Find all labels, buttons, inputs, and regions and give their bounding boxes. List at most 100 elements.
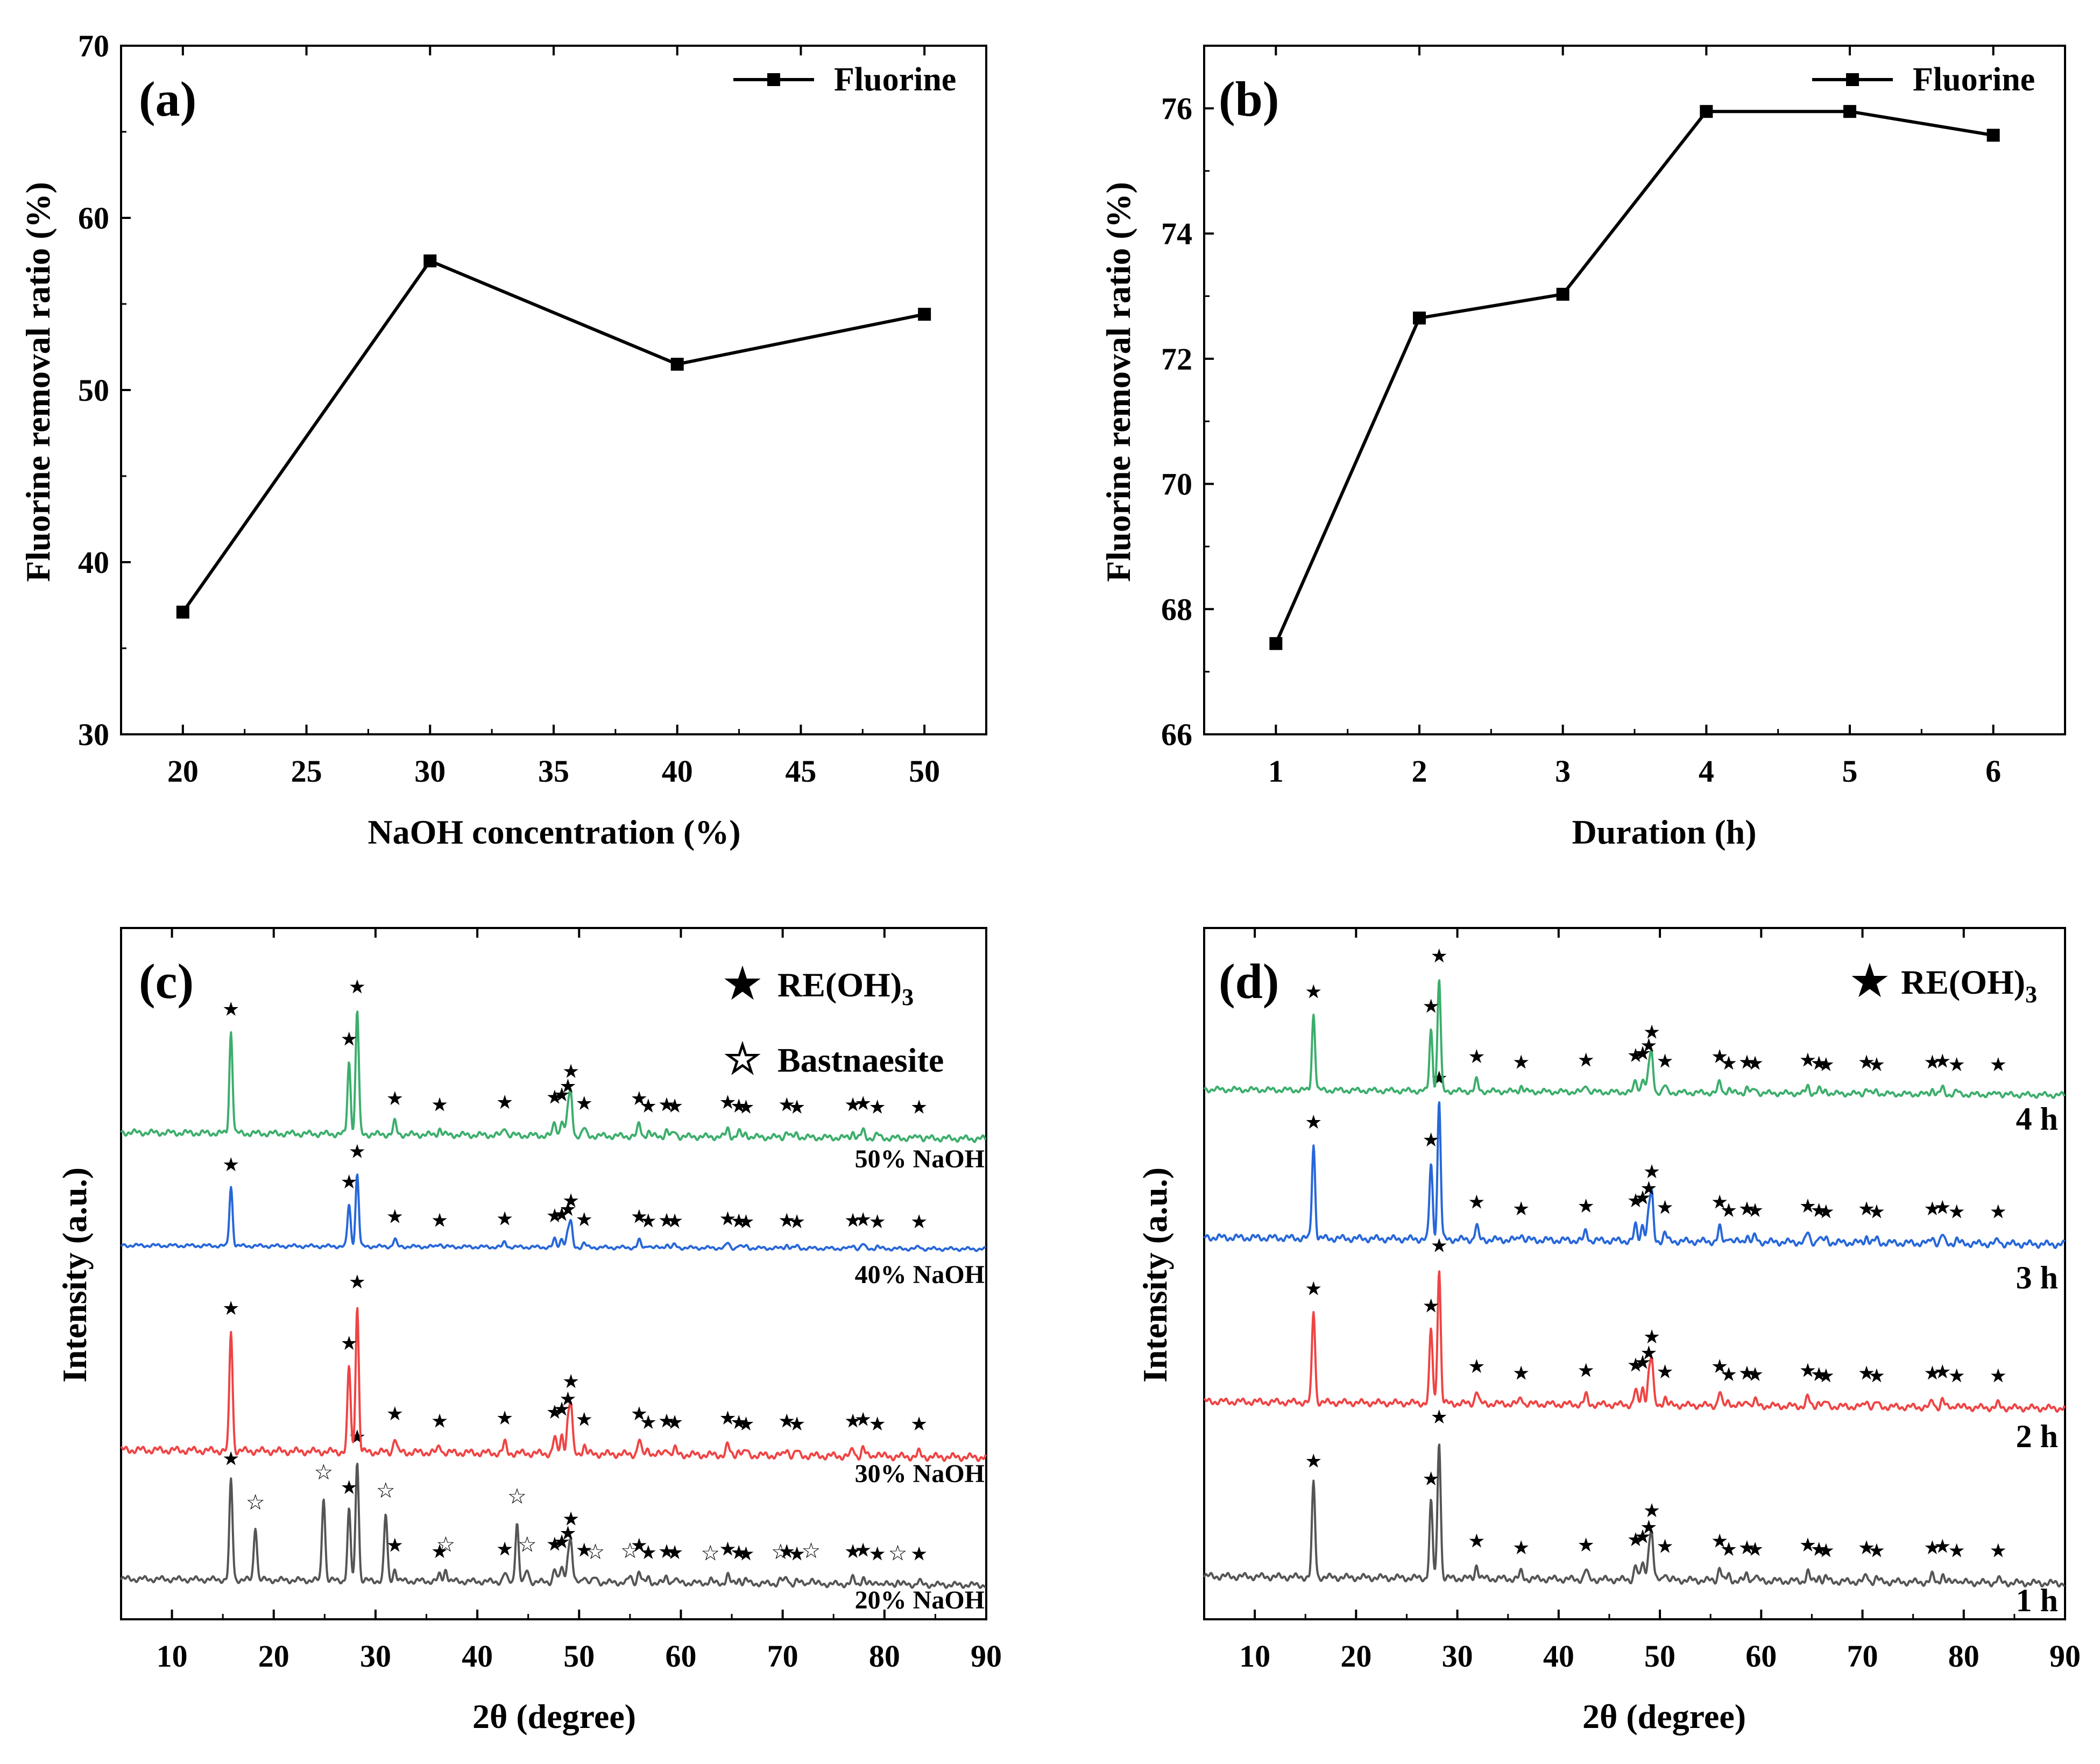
panel-d-reoh3-peak-marker: ★ (1990, 1365, 2007, 1387)
panel-c-reoh3-peak-marker: ★ (222, 1154, 239, 1175)
panel-c-bastnaesite-peak-marker: ☆ (888, 1541, 907, 1565)
panel-c-bastnaesite-peak-marker: ☆ (246, 1490, 265, 1514)
panel-d-reoh3-peak-marker: ★ (1634, 1187, 1651, 1209)
panel-c-reoh3-peak-marker: ★ (910, 1096, 928, 1118)
panel-d-reoh3-peak-marker: ★ (1799, 1049, 1816, 1071)
panel-c-x-tick-label: 90 (971, 1639, 1002, 1674)
panel-c-legend-reoh3-label: RE(OH)3 (777, 966, 914, 1010)
panel-c-x-tick-label: 80 (869, 1639, 900, 1674)
panel-b-x-tick-label: 2 (1412, 754, 1427, 789)
panel-c-reoh3-peak-marker: ★ (546, 1205, 563, 1227)
panel-b-data-point (1556, 287, 1569, 301)
panel-b-data-point (1269, 637, 1283, 650)
panel-c-reoh3-peak-marker: ★ (496, 1407, 513, 1429)
panel-d-reoh3-peak-marker: ★ (1868, 1054, 1885, 1075)
panel-d-reoh3-peak-marker: ★ (1468, 1046, 1485, 1067)
panel-b-data-point (1843, 105, 1856, 118)
panel-d-reoh3-peak-marker: ★ (1738, 1052, 1756, 1073)
panel-d-x-tick-label: 60 (1745, 1639, 1777, 1674)
panel-d-reoh3-peak-marker: ★ (1640, 1178, 1657, 1199)
panel-d-reoh3-peak-marker: ★ (1720, 1053, 1737, 1074)
panel-c-reoh3-peak-marker: ★ (868, 1211, 886, 1232)
panel-c-reoh3-peak-marker: ★ (868, 1543, 886, 1564)
panel-b-y-tick-label: 66 (1161, 717, 1192, 752)
panel-d-reoh3-peak-marker: ★ (1305, 1278, 1322, 1299)
panel-c-reoh3-peak-marker: ★ (496, 1208, 513, 1230)
panel-c-reoh3-peak-marker: ★ (666, 1210, 683, 1232)
panel-a-x-tick-label: 20 (167, 754, 199, 789)
panel-d-reoh3-peak-marker: ★ (1656, 1536, 1673, 1557)
panel-d-x-axis-label: 2θ (degree) (1582, 1697, 1746, 1735)
panel-c-reoh3-peak-marker: ★ (910, 1211, 928, 1232)
panel-d-reoh3-peak-marker: ★ (1578, 1195, 1595, 1217)
panel-c-reoh3-peak-marker: ★ (778, 1410, 795, 1432)
panel-d-reoh3-peak-marker: ★ (1578, 1360, 1595, 1382)
panel-c-reoh3-peak-marker: ★ (631, 1535, 648, 1556)
panel-c-reoh3-peak-marker: ★ (910, 1413, 928, 1435)
panel-c-x-tick-label: 10 (157, 1639, 188, 1674)
panel-c-y-axis-label: Intensity (a.u.) (55, 1167, 94, 1383)
panel-c-x-tick-label: 70 (767, 1639, 798, 1674)
panel-d-reoh3-peak-marker: ★ (1990, 1054, 2007, 1075)
panel-d-reoh3-peak-marker: ★ (1634, 1352, 1651, 1373)
panel-c-plot-frame (120, 927, 987, 1620)
panel-c-reoh3-peak-marker: ★ (868, 1413, 886, 1435)
panel-c-bastnaesite-peak-marker: ☆ (586, 1540, 605, 1564)
panel-c-reoh3-peak-marker: ★ (386, 1403, 404, 1425)
panel-c-reoh3-peak-marker: ★ (778, 1541, 795, 1562)
panel-b-y-tick-label: 72 (1161, 342, 1192, 377)
panel-d-series-2-label: 3 h (2016, 1260, 2058, 1295)
panel-a-y-axis-label: Fluorine removal ratio (%) (19, 182, 57, 582)
panel-d-reoh3-peak-marker: ★ (1578, 1534, 1595, 1556)
panel-b-data-point (1700, 105, 1713, 118)
panel-d-reoh3-peak-marker: ★ (1858, 1537, 1875, 1558)
panel-d-reoh3-peak-marker: ★ (1799, 1195, 1816, 1217)
panel-d-reoh3-peak-marker: ★ (1810, 1364, 1827, 1385)
panel-c-bastnaesite-peak-marker: ☆ (436, 1533, 456, 1557)
panel-d-reoh3-peak-marker: ★ (1720, 1364, 1737, 1385)
panel-d-reoh3-peak-marker: ★ (1738, 1537, 1756, 1558)
panel-d-reoh3-peak-marker: ★ (1656, 1051, 1673, 1072)
panel-a-data-point (670, 358, 684, 371)
panel-d-series-1-pattern (1203, 1270, 2066, 1413)
panel-d-reoh3-peak-marker: ★ (1799, 1534, 1816, 1556)
panel-d-reoh3-peak-marker: ★ (1924, 1537, 1941, 1558)
panel-d-reoh3-peak-marker: ★ (1747, 1364, 1764, 1385)
panel-d-reoh3-peak-marker: ★ (1738, 1363, 1756, 1384)
panel-d-reoh3-peak-marker: ★ (1627, 1529, 1644, 1550)
panel-d-x-tick-label: 10 (1239, 1639, 1270, 1674)
panel-c-reoh3-peak-marker: ★ (559, 1388, 576, 1410)
panel-c-x-tick-label: 40 (462, 1639, 493, 1674)
panel-b-data-point (1413, 311, 1426, 325)
panel-c-reoh3-peak-marker: ★ (431, 1541, 448, 1562)
panel-d-reoh3-peak-marker: ★ (1720, 1539, 1737, 1560)
panel-d-reoh3-peak-marker: ★ (1948, 1540, 1965, 1561)
panel-b-y-tick-label: 70 (1161, 467, 1192, 502)
panel-d-reoh3-peak-marker: ★ (1818, 1365, 1835, 1387)
panel-c-reoh3-peak-marker: ★ (576, 1409, 593, 1430)
panel-d-reoh3-peak-marker: ★ (1656, 1197, 1673, 1218)
panel-c-reoh3-peak-marker: ★ (341, 1028, 358, 1050)
panel-c-reoh3-peak-marker: ★ (788, 1543, 805, 1564)
panel-d-reoh3-peak-marker: ★ (1634, 1526, 1651, 1548)
panel-d-reoh3-peak-marker: ★ (1468, 1356, 1485, 1377)
panel-b-legend-label: Fluorine (1913, 61, 2035, 98)
panel-c-reoh3-peak-marker: ★ (546, 1401, 563, 1423)
panel-a-x-axis-label: NaOH concentration (%) (367, 813, 740, 851)
panel-c: (c) ★ RE(OH)3 ☆ Bastnaesite 2θ (degree) … (55, 954, 944, 1735)
panel-d-reoh3-peak-marker: ★ (1868, 1540, 1885, 1561)
panel-d-reoh3-peak-marker: ★ (1423, 1468, 1440, 1490)
panel-d-x-tick-label: 20 (1340, 1639, 1371, 1674)
panel-c-x-tick-label: 50 (563, 1639, 595, 1674)
panel-d-reoh3-peak-marker: ★ (1634, 1043, 1651, 1064)
panel-d-reoh3-peak-marker: ★ (1924, 1052, 1941, 1073)
panel-d-reoh3-peak-marker: ★ (1990, 1201, 2007, 1222)
panel-c-reoh3-peak-marker: ★ (386, 1206, 404, 1228)
panel-d-reoh3-peak-marker: ★ (1305, 981, 1322, 1003)
panel-a: (a) Fluorine NaOH concentration (%) Fluo… (19, 61, 956, 851)
panel-c-reoh3-peak-marker: ★ (778, 1094, 795, 1115)
panel-d-reoh3-peak-marker: ★ (1627, 1355, 1644, 1376)
panel-d-series-3-pattern (1203, 979, 2066, 1099)
panel-c-reoh3-peak-marker: ★ (631, 1403, 648, 1425)
